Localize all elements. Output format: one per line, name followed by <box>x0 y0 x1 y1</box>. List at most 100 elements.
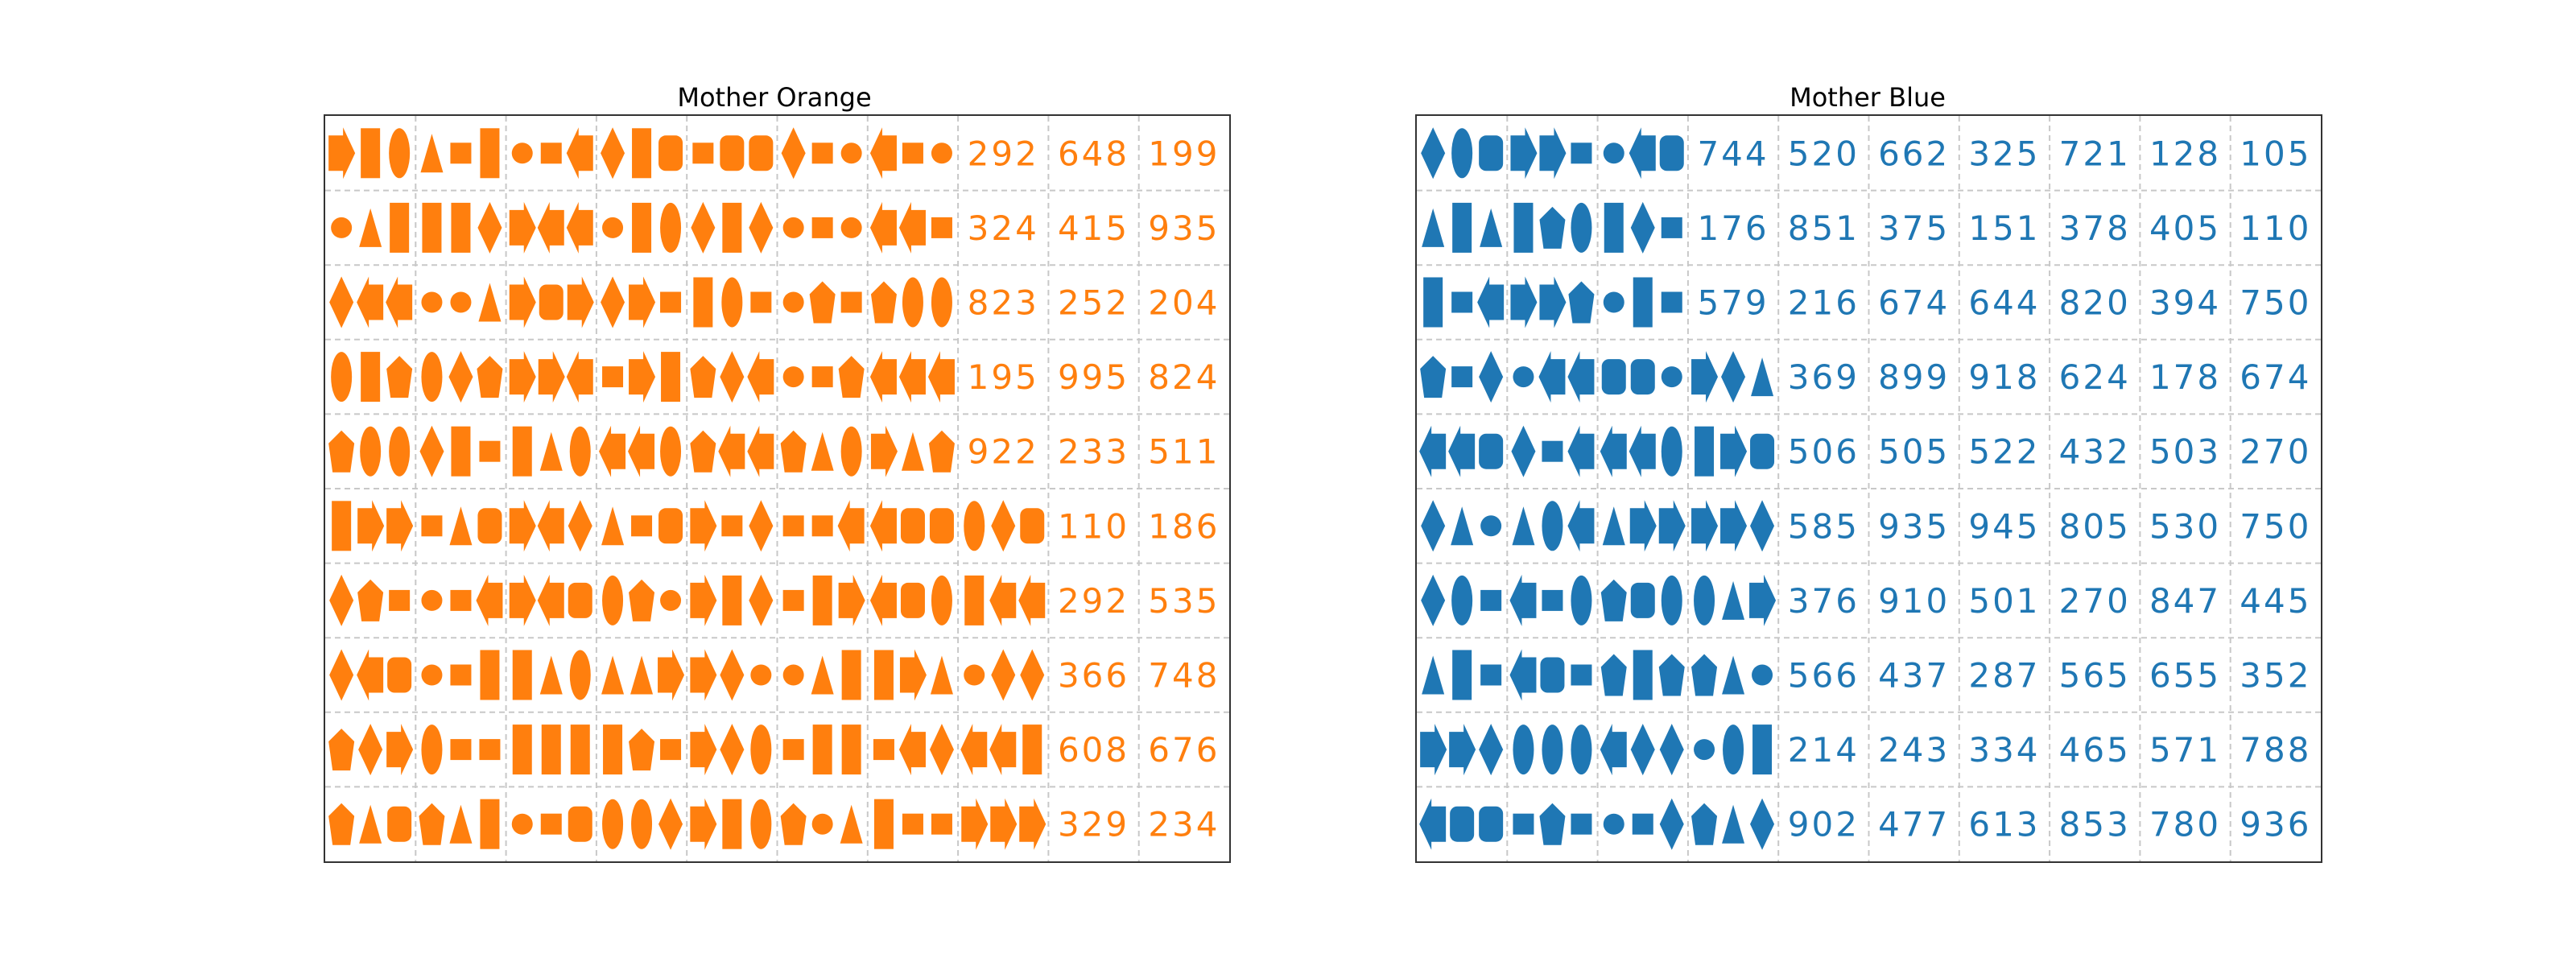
arrowL-icon <box>1419 425 1447 477</box>
grid-cell <box>602 798 683 850</box>
circle-icon <box>511 142 533 164</box>
grid-cell: 432 <box>2059 432 2128 472</box>
arrowL-icon <box>898 724 926 776</box>
arrowL-icon <box>1509 649 1537 701</box>
ellipse-icon <box>360 426 382 477</box>
grid-cell <box>782 574 865 626</box>
grid-cell: 535 <box>1148 581 1217 621</box>
grid-cell: 378 <box>2059 208 2128 248</box>
pentagon-icon <box>386 356 413 398</box>
rect-icon <box>632 202 652 253</box>
cell-number: 394 <box>2149 283 2221 323</box>
cell-number: 935 <box>1878 506 1950 546</box>
cell-number: 902 <box>1788 805 1860 844</box>
cell-number: 477 <box>1878 805 1950 844</box>
arrow-icon <box>1720 500 1748 552</box>
grid-cell <box>1601 359 1682 395</box>
arrowL-icon <box>537 574 564 626</box>
grid-cell: 465 <box>2059 730 2128 770</box>
grid-cell: 721 <box>2059 134 2131 173</box>
square-icon <box>1480 664 1502 686</box>
cell-number: 805 <box>2059 506 2131 546</box>
circle-icon <box>1513 366 1534 388</box>
grid-cell: 780 <box>2149 805 2219 844</box>
pentagon-icon <box>1600 654 1627 696</box>
cell-number: 935 <box>1148 208 1220 248</box>
cell-number: 503 <box>2149 432 2221 472</box>
cell-number: 899 <box>1878 357 1950 397</box>
grid-cell: 233 <box>1058 432 1127 472</box>
grid-cell <box>1694 724 1773 775</box>
grid-cell: 511 <box>1148 432 1217 472</box>
arrowL-icon <box>537 500 564 552</box>
ellipse-icon <box>1571 575 1592 625</box>
grid-cell <box>964 500 1045 552</box>
grid-cell: 935 <box>1878 506 1950 546</box>
diamond-icon <box>991 500 1016 552</box>
rect-icon <box>1513 202 1534 253</box>
grid-cell: 445 <box>2240 581 2309 621</box>
grid-cell <box>782 650 861 700</box>
grid-cell: 234 <box>1148 805 1217 844</box>
rect-icon <box>1604 202 1624 253</box>
square-icon <box>602 366 624 388</box>
grid-cell <box>1422 202 1503 253</box>
cell-number: 270 <box>2059 581 2131 621</box>
diamond-icon <box>1630 201 1655 254</box>
square-icon <box>631 515 653 537</box>
cell-number: 329 <box>1058 805 1129 844</box>
square-icon <box>811 217 833 238</box>
pentagon-icon <box>1600 579 1627 621</box>
cell-number: 214 <box>1788 730 1860 770</box>
diamond-icon <box>1421 127 1446 180</box>
circle-icon <box>511 813 533 835</box>
roundrect-icon <box>658 135 683 171</box>
grid-cell <box>332 500 414 552</box>
grid-cell <box>1513 803 1592 845</box>
diamond-icon <box>1659 798 1684 850</box>
ellipse-icon <box>840 426 862 477</box>
grid-cell <box>1604 201 1682 254</box>
grid-cell <box>1419 425 1504 477</box>
grid-cell <box>509 351 593 403</box>
arrowL-icon <box>357 276 384 328</box>
roundrect-icon <box>539 284 564 320</box>
arrow-icon <box>690 574 717 626</box>
grid-cell <box>690 425 774 477</box>
grid-cell: 824 <box>1148 357 1217 397</box>
square-icon <box>782 739 804 761</box>
grid-cell <box>511 806 592 842</box>
arrowL-icon <box>747 425 774 477</box>
cell-number: 823 <box>968 283 1039 323</box>
grid-cell <box>964 649 1045 701</box>
square-icon <box>479 440 501 462</box>
grid-cell <box>1691 798 1775 850</box>
cell-number: 530 <box>2149 506 2221 546</box>
cell-number: 178 <box>2149 357 2221 397</box>
cell-number: 608 <box>1058 730 1129 770</box>
rect-icon <box>964 575 985 625</box>
diamond-icon <box>1511 425 1536 477</box>
cell-number: 721 <box>2059 134 2131 173</box>
arrow-icon <box>1629 500 1657 552</box>
ellipse-icon <box>569 426 591 477</box>
grid-cell: 902 <box>1788 805 1860 844</box>
square-icon <box>450 739 472 761</box>
arrowL-icon <box>476 574 503 626</box>
rect-icon <box>1752 724 1773 775</box>
arrow-icon <box>870 425 898 477</box>
arrow-icon <box>509 201 536 254</box>
diamond-icon <box>358 724 383 776</box>
grid-cell <box>1600 724 1684 776</box>
arrow-icon <box>1691 351 1719 403</box>
arrowL-icon <box>837 500 865 552</box>
arrow-icon <box>1539 127 1567 180</box>
diamond-icon <box>781 127 806 180</box>
arrow-icon <box>328 127 356 180</box>
square-icon <box>811 366 833 388</box>
square-icon <box>1480 589 1502 611</box>
ellipse-icon <box>631 799 653 849</box>
triangle-icon <box>930 655 953 695</box>
grid-cell <box>781 127 862 180</box>
triangle-icon <box>359 804 382 844</box>
